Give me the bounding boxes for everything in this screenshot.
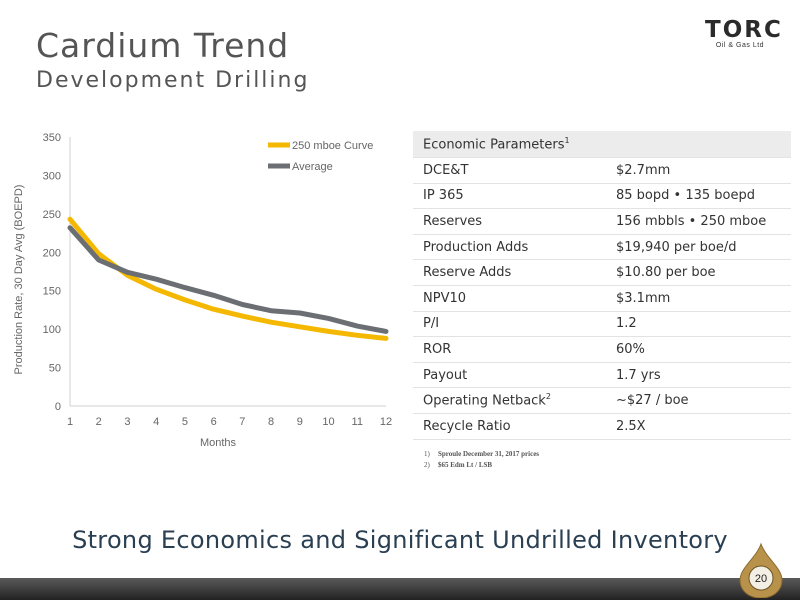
table-row: IP 365 85 bopd • 135 boepd xyxy=(413,183,791,210)
footnote-ref: 1 xyxy=(564,135,570,145)
x-tick-label: 2 xyxy=(96,416,102,428)
x-tick-label: 8 xyxy=(268,416,274,428)
table-row: ROR 60% xyxy=(413,336,791,363)
series-line xyxy=(67,225,389,334)
table-header-label: Economic Parameters1 xyxy=(413,131,606,158)
table-header-value xyxy=(606,131,791,158)
x-tick-label: 7 xyxy=(239,416,245,428)
param-value: $19,940 per boe/d xyxy=(606,234,791,261)
param-label: Reserve Adds xyxy=(413,259,606,286)
y-tick-label: 350 xyxy=(43,132,61,144)
param-value: $3.1mm xyxy=(606,285,791,312)
x-axis-label: Months xyxy=(200,437,237,449)
y-tick-label: 150 xyxy=(43,286,61,298)
footer-bar xyxy=(0,578,800,600)
param-value: 1.7 yrs xyxy=(606,362,791,389)
param-value: 1.2 xyxy=(606,311,791,338)
x-tick-label: 11 xyxy=(352,416,363,428)
slide-tagline: Strong Economics and Significant Undrill… xyxy=(72,526,728,554)
table-row: Reserve Adds $10.80 per boe xyxy=(413,259,791,286)
table-row: Recycle Ratio 2.5X xyxy=(413,413,791,440)
table-row: Operating Netback2 ~$27 / boe xyxy=(413,387,791,414)
footnote: 1) Sproule December 31, 2017 prices xyxy=(424,449,539,460)
table-row: NPV10 $3.1mm xyxy=(413,285,791,312)
table-row: DCE&T $2.7mm xyxy=(413,157,791,184)
logo-subtext: Oil & Gas Ltd xyxy=(715,42,765,49)
x-tick-label: 9 xyxy=(297,416,303,428)
x-tick-label: 3 xyxy=(124,416,130,428)
param-value: 156 mbbls • 250 mboe xyxy=(606,208,791,235)
y-tick-label: 250 xyxy=(43,209,61,221)
page-number-circle xyxy=(748,565,774,591)
x-tick-label: 4 xyxy=(153,416,159,428)
table-row: Payout 1.7 yrs xyxy=(413,362,791,389)
param-value: ~$27 / boe xyxy=(606,387,791,414)
x-tick-label: 1 xyxy=(67,416,73,428)
param-label: P/I xyxy=(413,311,606,338)
footnote-number: 2) xyxy=(424,461,430,469)
footnote-number: 1) xyxy=(424,450,430,458)
footnote-text: $65 Edm Lt / LSB xyxy=(438,461,493,469)
footnote-text: Sproule December 31, 2017 prices xyxy=(438,450,540,458)
table-header-row: Economic Parameters1 xyxy=(413,131,791,158)
y-tick-label: 50 xyxy=(49,363,61,375)
param-label: Reserves xyxy=(413,208,606,235)
y-tick-label: 300 xyxy=(43,170,61,182)
param-label: Operating Netback2 xyxy=(413,387,606,414)
footnotes: 1) Sproule December 31, 2017 prices 2) $65 … xyxy=(424,449,539,471)
param-value: 85 bopd • 135 boepd xyxy=(606,183,791,210)
x-tick-label: 10 xyxy=(322,416,334,428)
y-tick-label: 200 xyxy=(43,247,61,259)
slide-subtitle: Development Drilling xyxy=(36,68,310,93)
param-value: $2.7mm xyxy=(606,157,791,184)
table-row: Production Adds $19,940 per boe/d xyxy=(413,234,791,261)
param-label: Production Adds xyxy=(413,234,606,261)
param-label: Recycle Ratio xyxy=(413,413,606,440)
param-label: ROR xyxy=(413,336,606,363)
y-axis-label: Production Rate, 30 Day Avg (BOEPD) xyxy=(13,185,25,375)
param-value: $10.80 per boe xyxy=(606,259,791,286)
param-label: NPV10 xyxy=(413,285,606,312)
param-value: 2.5X xyxy=(606,413,791,440)
footnote-ref: 2 xyxy=(545,392,551,402)
param-label: IP 365 xyxy=(413,183,606,210)
x-tick-label: 5 xyxy=(182,416,188,428)
footnote: 2) $65 Edm Lt / LSB xyxy=(424,460,539,471)
slide-title: Cardium Trend xyxy=(36,26,290,65)
param-value: 60% xyxy=(606,336,791,363)
x-tick-label: 12 xyxy=(380,416,392,428)
legend-label: 250 mboe Curve xyxy=(292,140,373,152)
y-tick-label: 100 xyxy=(43,324,61,336)
param-label: DCE&T xyxy=(413,157,606,184)
table-row: P/I 1.2 xyxy=(413,311,791,338)
table-row: Reserves 156 mbbls • 250 mboe xyxy=(413,208,791,235)
economic-parameters-table: Economic Parameters1 DCE&T $2.7mm IP 365 85 … xyxy=(413,131,791,440)
legend-label: Average xyxy=(292,161,333,173)
x-tick-label: 6 xyxy=(211,416,217,428)
logo-wordmark: TORC xyxy=(705,17,783,43)
page-number-badge: 20 xyxy=(739,542,783,598)
param-label: Payout xyxy=(413,362,606,389)
company-logo: TORC Oil & Gas Ltd xyxy=(705,17,783,58)
page-number: 20 xyxy=(755,573,767,585)
y-tick-label: 0 xyxy=(55,401,61,413)
